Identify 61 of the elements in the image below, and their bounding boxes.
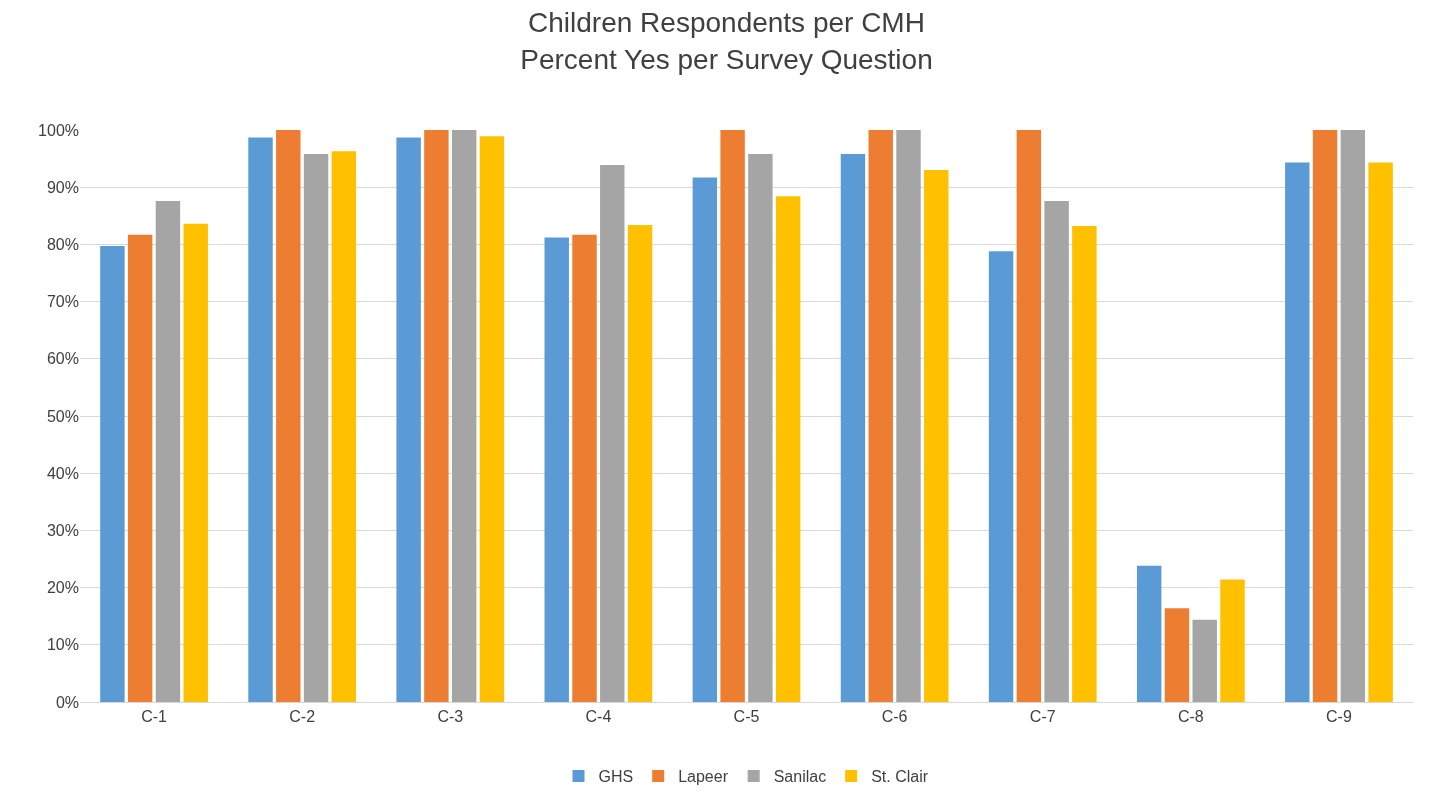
bar [1044, 200, 1069, 702]
chart-title: Children Respondents per CMH Percent Yes per Survey Question [520, 7, 933, 75]
y-tick-label: 60% [46, 350, 79, 368]
legend-label: Lapeer [678, 768, 729, 786]
y-tick-label: 10% [46, 636, 79, 654]
bar [155, 200, 181, 702]
bar [627, 224, 653, 702]
bar [1016, 130, 1042, 702]
legend-label: St. Clair [871, 768, 929, 786]
bar [1192, 619, 1217, 702]
bar [183, 223, 208, 702]
bar [396, 137, 421, 702]
bar [276, 130, 301, 702]
bar [1312, 130, 1338, 702]
bar [868, 130, 893, 702]
bar [572, 234, 597, 702]
y-tick-label: 0% [55, 693, 79, 711]
bar [748, 154, 773, 702]
bar [896, 130, 921, 702]
bar [1220, 579, 1245, 702]
y-tick-label: 100% [38, 121, 79, 139]
bar [1368, 162, 1393, 702]
bar [1136, 565, 1162, 702]
bar [331, 151, 357, 702]
y-tick-label: 70% [46, 293, 79, 311]
y-tick-label: 50% [46, 407, 79, 425]
y-tick-label: 80% [46, 236, 79, 253]
bar [840, 154, 866, 702]
x-tick-label: C-9 [1326, 708, 1352, 726]
x-tick-label: C-5 [733, 708, 760, 726]
bar [100, 246, 125, 702]
x-tick-label: C-3 [437, 708, 464, 726]
x-tick-label: C-2 [289, 708, 316, 726]
y-tick-label: 20% [46, 579, 79, 597]
bar [127, 234, 153, 702]
y-tick-label: 90% [46, 178, 79, 196]
bar [720, 130, 745, 702]
bar [775, 196, 801, 702]
bar [479, 136, 505, 702]
bar [1340, 130, 1366, 702]
bar [451, 130, 477, 702]
bar [544, 237, 569, 702]
bar [1164, 608, 1190, 702]
x-tick-label: C-8 [1177, 708, 1204, 726]
y-tick-label: 40% [46, 464, 79, 482]
bar [248, 137, 273, 702]
bar [1072, 226, 1097, 702]
bar [424, 130, 449, 702]
bar [303, 154, 329, 702]
x-tick-label: C-6 [881, 708, 908, 726]
x-tick-label: C-7 [1029, 708, 1056, 726]
bar [988, 251, 1014, 702]
legend-label: Sanilac [773, 768, 827, 786]
x-tick-label: C-1 [141, 708, 168, 726]
x-tick-label: C-4 [585, 708, 612, 726]
y-tick-label: 30% [46, 522, 79, 539]
bar [692, 177, 718, 702]
bar [1285, 162, 1310, 702]
legend-label: GHS [598, 768, 634, 786]
bar [924, 170, 949, 702]
bar [600, 164, 625, 702]
